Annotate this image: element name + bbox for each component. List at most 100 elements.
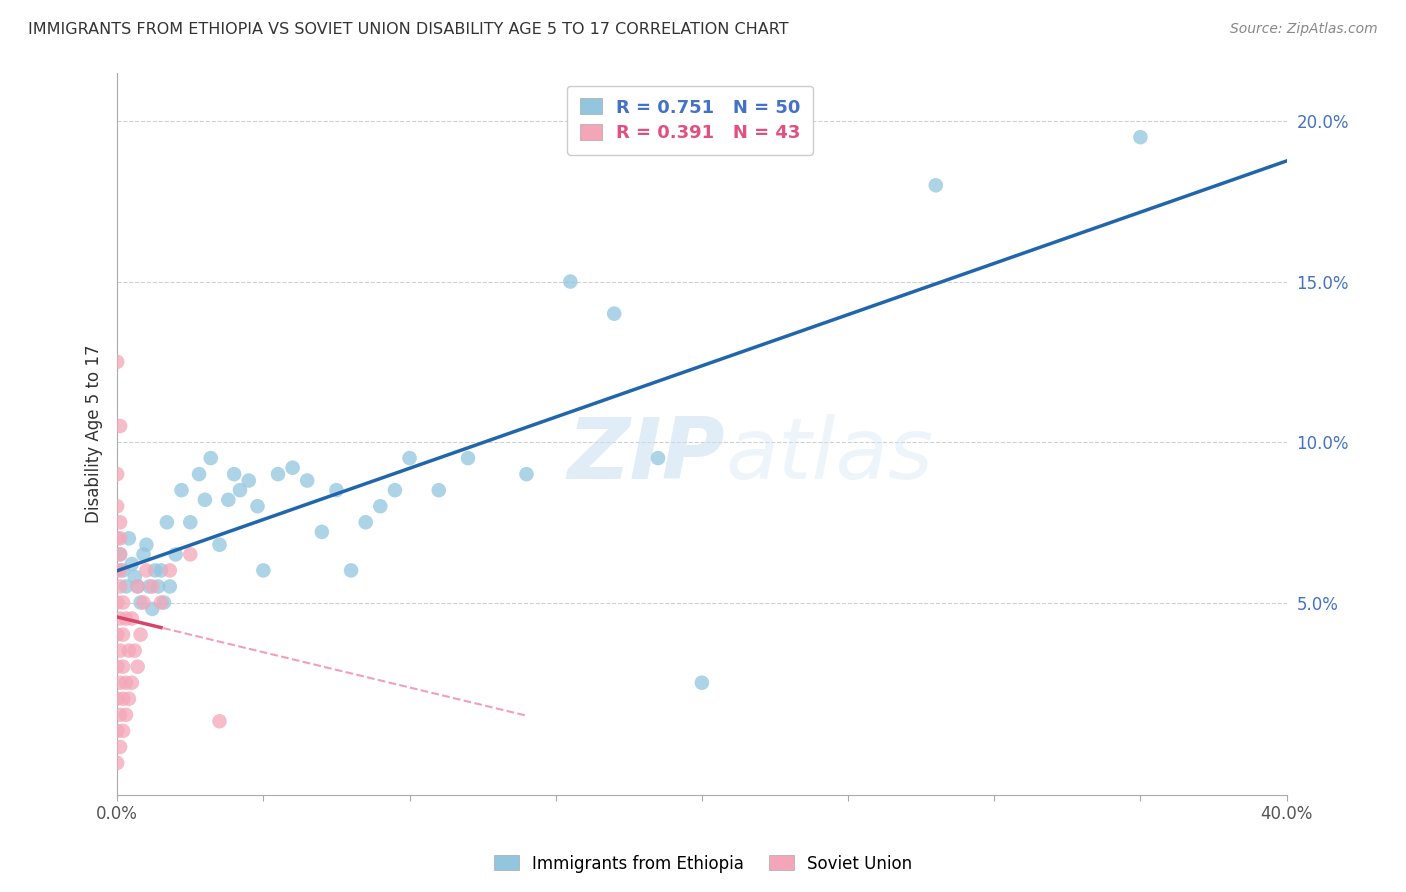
Point [112, 627, 135, 641]
Point [208, 538, 231, 552]
Point [124, 570, 146, 584]
Point [105, 563, 128, 577]
Point [112, 723, 135, 738]
Point [112, 563, 135, 577]
Point [108, 611, 131, 625]
Point [129, 595, 152, 609]
Text: atlas: atlas [725, 414, 934, 497]
Text: IMMIGRANTS FROM ETHIOPIA VS SOVIET UNION DISABILITY AGE 5 TO 17 CORRELATION CHAR: IMMIGRANTS FROM ETHIOPIA VS SOVIET UNION… [28, 22, 789, 37]
Point [118, 532, 141, 546]
Point [127, 579, 149, 593]
Point [229, 483, 252, 498]
Point [105, 756, 128, 770]
Point [925, 178, 948, 193]
Point [112, 595, 135, 609]
Point [217, 492, 239, 507]
Text: ZIP: ZIP [568, 414, 725, 497]
Point [108, 547, 131, 561]
Point [146, 579, 169, 593]
Point [108, 547, 131, 561]
Point [246, 500, 269, 514]
Y-axis label: Disability Age 5 to 17: Disability Age 5 to 17 [86, 345, 103, 524]
Point [368, 500, 391, 514]
Point [121, 611, 143, 625]
Point [690, 675, 713, 690]
Point [115, 611, 138, 625]
Point [179, 516, 201, 530]
Point [170, 483, 193, 498]
Point [1129, 130, 1152, 145]
Point [108, 516, 131, 530]
Point [165, 547, 187, 561]
Point [115, 675, 138, 690]
Point [188, 467, 211, 482]
Point [135, 563, 157, 577]
Point [108, 532, 131, 546]
Point [384, 483, 406, 498]
Point [647, 451, 669, 466]
Point [124, 643, 146, 657]
Point [150, 595, 173, 609]
Point [108, 579, 131, 593]
Point [143, 563, 166, 577]
Point [105, 500, 128, 514]
Point [281, 460, 304, 475]
Point [121, 557, 143, 571]
Point [427, 483, 450, 498]
Point [108, 643, 131, 657]
Point [115, 707, 138, 722]
Point [108, 675, 131, 690]
Point [141, 602, 163, 616]
Point [127, 579, 149, 593]
Point [115, 579, 138, 593]
Point [105, 723, 128, 738]
Point [340, 563, 363, 577]
Point [515, 467, 537, 482]
Point [150, 563, 173, 577]
Point [118, 643, 141, 657]
Point [159, 579, 181, 593]
Point [105, 532, 128, 546]
Point [105, 355, 128, 369]
Point [159, 563, 181, 577]
Legend: R = 0.751   N = 50, R = 0.391   N = 43: R = 0.751 N = 50, R = 0.391 N = 43 [567, 86, 813, 154]
Point [398, 451, 420, 466]
Legend: Immigrants from Ethiopia, Soviet Union: Immigrants from Ethiopia, Soviet Union [486, 848, 920, 880]
Point [105, 659, 128, 673]
Point [105, 595, 128, 609]
Point [108, 739, 131, 754]
Point [153, 595, 176, 609]
Point [297, 474, 319, 488]
Point [200, 451, 222, 466]
Point [208, 714, 231, 729]
Point [325, 483, 347, 498]
Point [457, 451, 479, 466]
Point [132, 595, 155, 609]
Text: Source: ZipAtlas.com: Source: ZipAtlas.com [1230, 22, 1378, 37]
Point [129, 627, 152, 641]
Point [194, 492, 217, 507]
Point [603, 307, 626, 321]
Point [252, 563, 274, 577]
Point [267, 467, 290, 482]
Point [108, 563, 131, 577]
Point [132, 547, 155, 561]
Point [118, 691, 141, 706]
Point [108, 707, 131, 722]
Point [224, 467, 246, 482]
Point [121, 675, 143, 690]
Point [112, 691, 135, 706]
Point [141, 579, 163, 593]
Point [127, 659, 149, 673]
Point [135, 538, 157, 552]
Point [179, 547, 201, 561]
Point [108, 419, 131, 434]
Point [238, 474, 260, 488]
Point [105, 467, 128, 482]
Point [311, 524, 333, 539]
Point [105, 627, 128, 641]
Point [105, 691, 128, 706]
Point [138, 579, 160, 593]
Point [112, 659, 135, 673]
Point [156, 516, 179, 530]
